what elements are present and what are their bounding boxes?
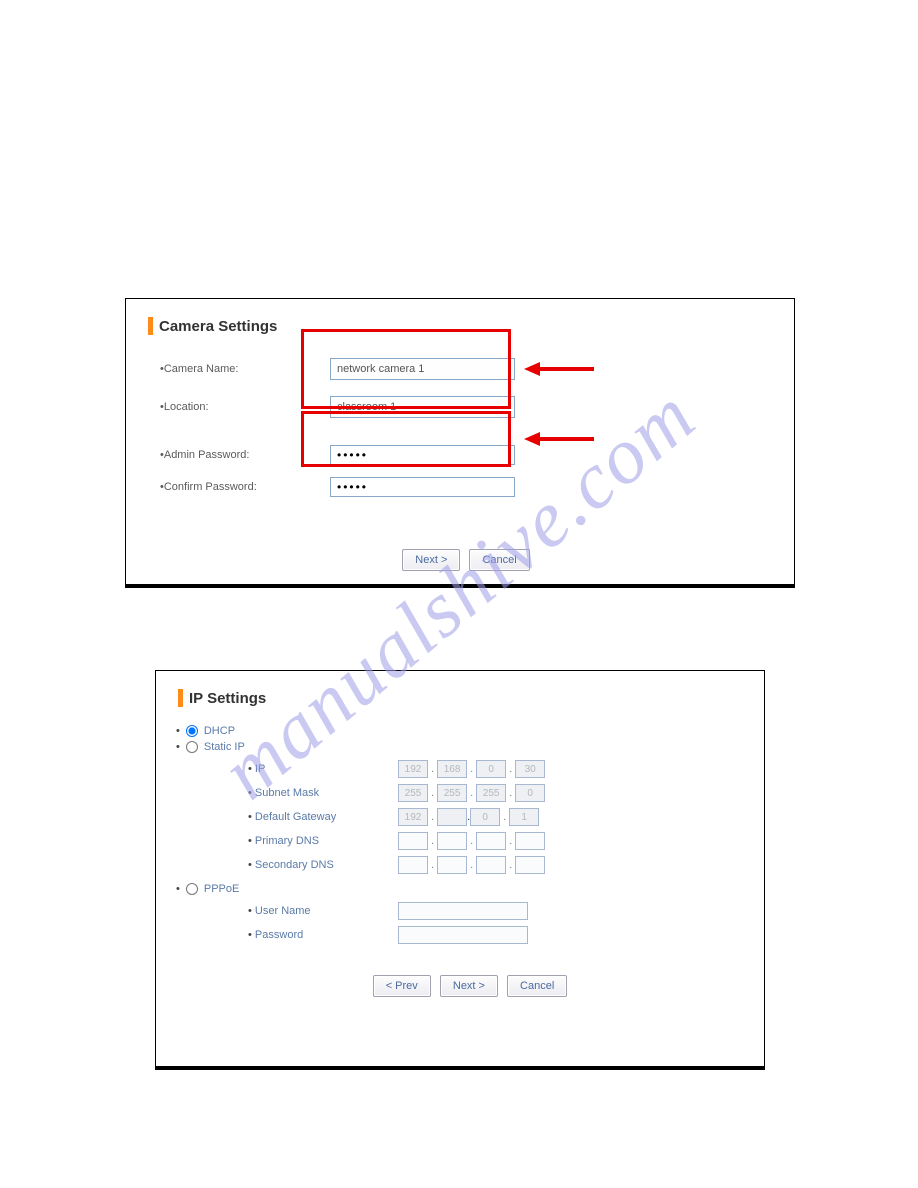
gateway-row: Default Gateway . . . <box>248 805 764 829</box>
ip-octet-3[interactable] <box>515 760 545 778</box>
gateway-octet-1[interactable] <box>437 808 467 826</box>
dhcp-label: DHCP <box>204 725 235 737</box>
pppoe-password-row: Password <box>248 923 764 947</box>
gateway-label: Default Gateway <box>248 811 398 823</box>
static-label: Static IP <box>204 741 245 753</box>
next-button[interactable]: Next > <box>440 975 498 997</box>
subnet-row: Subnet Mask . . . <box>248 781 764 805</box>
bullet-icon: • <box>176 883 180 895</box>
pppoe-password-input[interactable] <box>398 926 528 944</box>
orange-bar-icon <box>148 317 153 335</box>
pppoe-radio[interactable] <box>186 883 198 895</box>
gateway-octet-0[interactable] <box>398 808 428 826</box>
ip-settings-title: IP Settings <box>189 690 266 707</box>
camera-name-label: •Camera Name: <box>160 363 330 375</box>
confirm-password-row: •Confirm Password: ••••• <box>160 473 794 501</box>
camera-settings-panel: Camera Settings •Camera Name: •Location:… <box>125 298 795 588</box>
confirm-password-label: •Confirm Password: <box>160 481 330 493</box>
pdns-octet-2[interactable] <box>476 832 506 850</box>
static-radio[interactable] <box>186 741 198 753</box>
ip-label: IP <box>248 763 398 775</box>
username-row: User Name <box>248 899 764 923</box>
ip-row: IP . . . <box>248 757 764 781</box>
bullet-icon: • <box>176 725 180 737</box>
bullet-icon: • <box>176 741 180 753</box>
dhcp-option-row: • DHCP <box>176 725 764 737</box>
subnet-octet-0[interactable] <box>398 784 428 802</box>
admin-password-row: •Admin Password: ••••• <box>160 441 794 469</box>
confirm-password-input[interactable]: ••••• <box>330 477 515 497</box>
primary-dns-label: Primary DNS <box>248 835 398 847</box>
username-input[interactable] <box>398 902 528 920</box>
prev-button[interactable]: < Prev <box>373 975 431 997</box>
gateway-octet-2[interactable] <box>470 808 500 826</box>
camera-name-row: •Camera Name: <box>160 355 794 383</box>
dhcp-radio[interactable] <box>186 725 198 737</box>
sdns-octet-1[interactable] <box>437 856 467 874</box>
ip-options-list: • DHCP • Static IP IP . . . Subnet Mask … <box>156 707 764 997</box>
camera-settings-title: Camera Settings <box>159 318 277 335</box>
camera-settings-form: •Camera Name: •Location: •Admin Password… <box>126 335 794 571</box>
username-label: User Name <box>248 905 398 917</box>
admin-password-input[interactable]: ••••• <box>330 445 515 465</box>
cancel-button[interactable]: Cancel <box>507 975 567 997</box>
sdns-octet-3[interactable] <box>515 856 545 874</box>
ip-button-row: < Prev Next > Cancel <box>176 975 764 997</box>
ip-settings-panel: IP Settings • DHCP • Static IP IP . . . … <box>155 670 765 1070</box>
sdns-octet-0[interactable] <box>398 856 428 874</box>
ip-octet-2[interactable] <box>476 760 506 778</box>
gateway-octet-3[interactable] <box>509 808 539 826</box>
pppoe-password-label: Password <box>248 929 398 941</box>
camera-settings-title-row: Camera Settings <box>126 299 794 335</box>
static-option-row: • Static IP <box>176 741 764 753</box>
ip-octet-0[interactable] <box>398 760 428 778</box>
pppoe-option-row: • PPPoE <box>176 883 764 895</box>
ip-octet-1[interactable] <box>437 760 467 778</box>
orange-bar-icon <box>178 689 183 707</box>
secondary-dns-label: Secondary DNS <box>248 859 398 871</box>
location-row: •Location: <box>160 393 794 421</box>
static-subfields: IP . . . Subnet Mask . . . Default Gatew… <box>176 757 764 877</box>
camera-name-input[interactable] <box>330 358 515 380</box>
sdns-octet-2[interactable] <box>476 856 506 874</box>
subnet-octet-3[interactable] <box>515 784 545 802</box>
secondary-dns-row: Secondary DNS . . . <box>248 853 764 877</box>
pdns-octet-1[interactable] <box>437 832 467 850</box>
primary-dns-row: Primary DNS . . . <box>248 829 764 853</box>
ip-settings-title-row: IP Settings <box>156 671 764 707</box>
subnet-label: Subnet Mask <box>248 787 398 799</box>
subnet-octet-2[interactable] <box>476 784 506 802</box>
pdns-octet-0[interactable] <box>398 832 428 850</box>
pppoe-subfields: User Name Password <box>176 899 764 947</box>
pppoe-label: PPPoE <box>204 883 239 895</box>
next-button[interactable]: Next > <box>402 549 460 571</box>
camera-button-row: Next > Cancel <box>160 549 794 571</box>
location-label: •Location: <box>160 401 330 413</box>
cancel-button[interactable]: Cancel <box>469 549 529 571</box>
pdns-octet-3[interactable] <box>515 832 545 850</box>
subnet-octet-1[interactable] <box>437 784 467 802</box>
admin-password-label: •Admin Password: <box>160 449 330 461</box>
location-input[interactable] <box>330 396 515 418</box>
